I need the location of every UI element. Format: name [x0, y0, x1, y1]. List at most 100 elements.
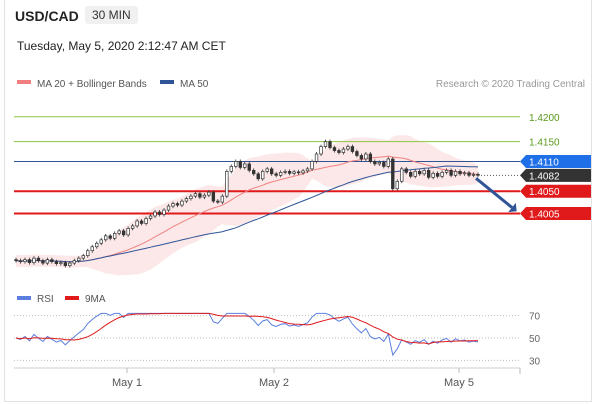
candle [14, 259, 18, 261]
candle [471, 173, 476, 176]
candle [18, 260, 23, 262]
candle [207, 191, 211, 196]
candle [95, 242, 99, 248]
level-label-resistance: 1.4150 [529, 138, 560, 149]
rsi-tick-label: 50 [529, 334, 541, 345]
level-tag-support [520, 207, 591, 221]
rsi-tick-label: 70 [529, 312, 541, 323]
candle [23, 259, 27, 262]
x-tick-label: May 1 [112, 377, 142, 389]
rsi-ma-legend-label: 9MA [85, 294, 106, 305]
candle [418, 171, 422, 175]
main-chart-area: 1.4200 1.4150 1.4110 1.4050 1.4005 1.4082 [14, 113, 591, 276]
candle [171, 203, 175, 207]
candle [462, 172, 467, 175]
candle [77, 257, 81, 261]
candle [90, 246, 94, 252]
candle [247, 163, 251, 171]
candle [238, 161, 242, 168]
x-tick-label: May 5 [444, 377, 474, 389]
level-tag-support [520, 184, 591, 198]
candle [121, 230, 126, 236]
candle [301, 170, 305, 174]
candle [323, 141, 328, 147]
forecast-arrow-shaft [475, 177, 513, 209]
candle [162, 209, 166, 215]
candle [32, 257, 36, 263]
candle [314, 153, 319, 162]
chart-timestamp: Tuesday, May 5, 2020 2:12:47 AM CET [17, 39, 226, 53]
x-tick-label: May 2 [259, 377, 289, 389]
candle [130, 225, 135, 229]
last-price-tag [520, 168, 591, 182]
candle [175, 203, 180, 206]
candle [220, 195, 225, 203]
candle [104, 235, 108, 241]
candle [274, 173, 278, 176]
candle [310, 161, 314, 170]
x-axis: May 1 May 2 May 5 [112, 368, 521, 389]
candle [68, 262, 72, 266]
ma20-legend-label: MA 20 + Bollinger Bands [37, 79, 147, 90]
candle [50, 259, 54, 262]
candle [126, 228, 130, 236]
candle [63, 262, 68, 266]
candle [332, 147, 337, 151]
candle [99, 239, 103, 244]
timeframe-badge[interactable]: 30 MIN [85, 6, 138, 24]
candle [41, 260, 45, 264]
candle [189, 195, 193, 199]
candle [108, 235, 112, 239]
rsi-legend-swatch [17, 296, 31, 300]
candle [229, 166, 233, 172]
candle [243, 163, 247, 168]
candle [422, 170, 426, 175]
candle [72, 260, 76, 264]
candle [261, 171, 265, 180]
candle [435, 172, 440, 177]
level-label-ma50: 1.4110 [529, 157, 559, 168]
last-price-label: 1.4082 [529, 171, 560, 182]
rsi-ma-legend-swatch [65, 296, 79, 300]
candle [153, 211, 157, 217]
rsi-panel: 70 50 30 [14, 312, 541, 367]
candle [54, 261, 59, 264]
candle [193, 193, 198, 197]
candle [341, 148, 346, 153]
candle [467, 172, 471, 176]
candle [440, 172, 444, 177]
candle [45, 259, 50, 264]
candle [292, 171, 296, 174]
candle [444, 170, 449, 173]
candle [373, 161, 377, 165]
candle [256, 173, 260, 180]
candle [296, 171, 301, 174]
ma50-legend-swatch [160, 80, 174, 84]
rsi-legend-label: RSI [37, 294, 54, 305]
candle [350, 146, 355, 152]
candle [453, 171, 458, 176]
candle [359, 155, 364, 160]
candle [135, 220, 139, 227]
candle [36, 257, 41, 261]
ma20-legend-swatch [17, 80, 31, 84]
candle [27, 259, 32, 263]
rsi-tick-label: 30 [529, 356, 541, 367]
candle [198, 193, 202, 198]
candle [283, 171, 287, 173]
candle [139, 220, 144, 224]
level-label-support: 1.4005 [529, 210, 560, 221]
candle [148, 215, 153, 219]
candle [319, 146, 323, 155]
candle [202, 194, 207, 198]
ma50-legend-label: MA 50 [180, 79, 209, 90]
candle [377, 162, 382, 165]
candle [252, 170, 256, 175]
currency-pair-title: USD/CAD [15, 8, 79, 24]
candle [225, 171, 229, 197]
level-tag-ma50 [520, 154, 591, 168]
candle [287, 171, 292, 174]
candle [431, 172, 435, 178]
candle [413, 171, 417, 177]
